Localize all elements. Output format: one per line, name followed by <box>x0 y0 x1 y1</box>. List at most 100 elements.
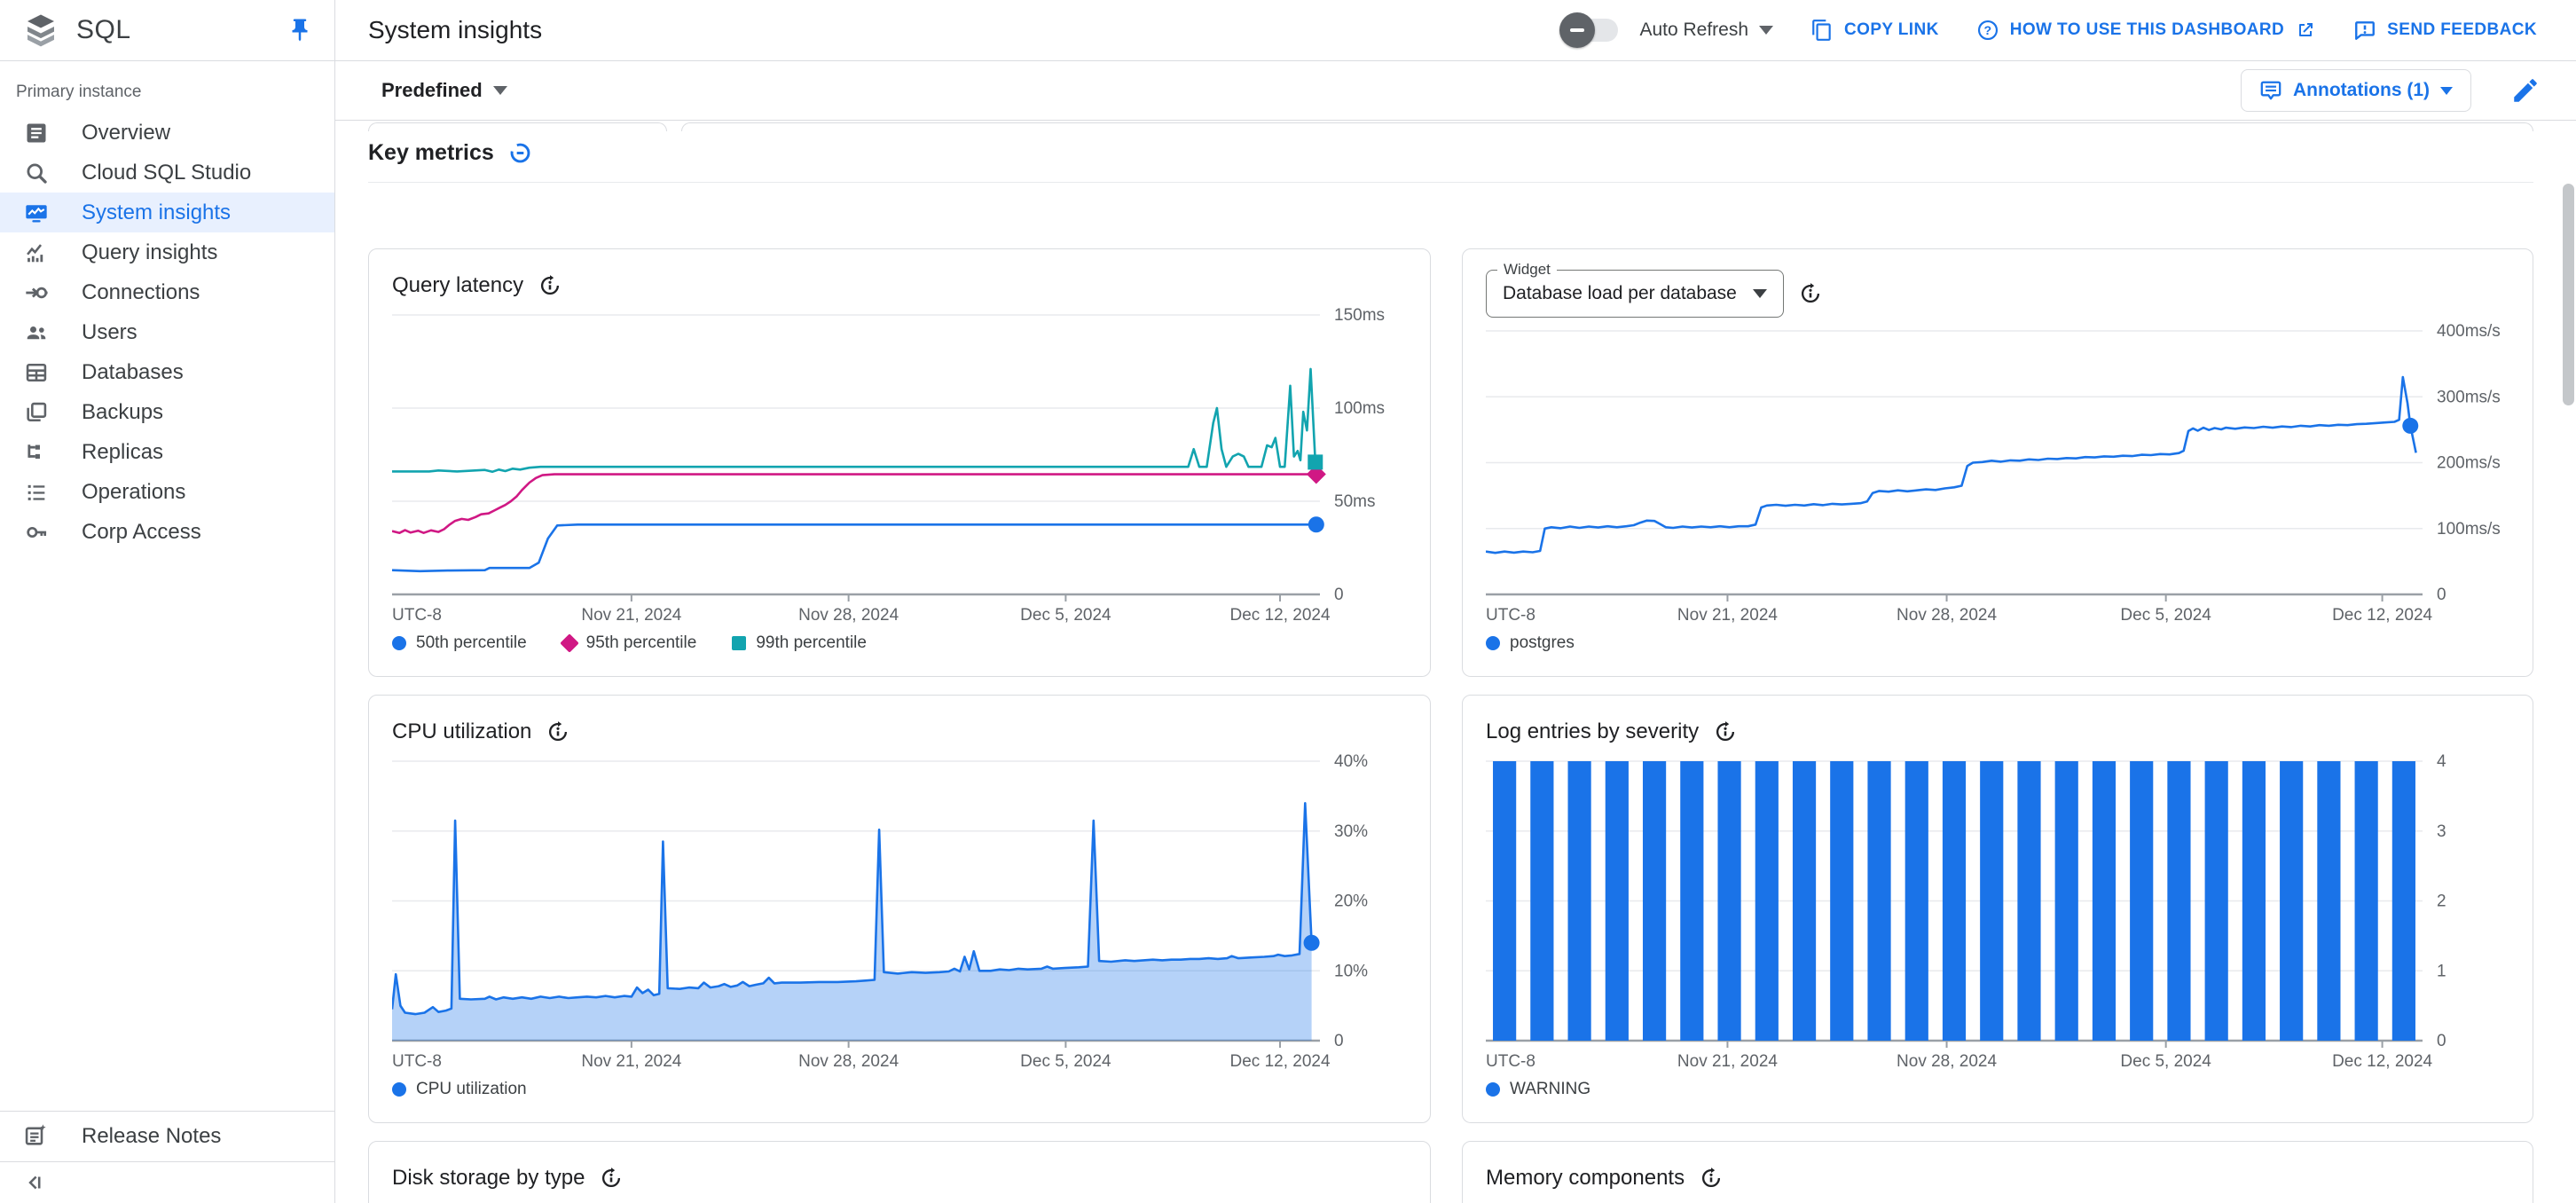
svg-text:Nov 21, 2024: Nov 21, 2024 <box>581 606 681 625</box>
sidebar-item-label: Cloud SQL Studio <box>82 160 252 185</box>
replicas-icon <box>23 439 50 466</box>
legend-item: 95th percentile <box>559 633 696 653</box>
sidebar-item-cloud-sql-studio[interactable]: Cloud SQL Studio <box>0 153 334 193</box>
feedback-icon <box>2355 21 2376 40</box>
vertical-scrollbar[interactable] <box>2561 0 2576 1203</box>
section-divider <box>368 182 2533 183</box>
sidebar-item-label: Overview <box>82 120 171 145</box>
metric-info-icon[interactable] <box>1798 281 1823 306</box>
sidebar: SQL Primary instance Overview Cloud SQL … <box>0 0 335 1203</box>
sidebar-item-label: Users <box>82 319 137 344</box>
sidebar-item-users[interactable]: Users <box>0 312 334 352</box>
cards-grid: Query latency 0 50ms 100ms 150ms Nov 21, 202… <box>368 248 2576 1203</box>
cloud-sql-logo-icon <box>27 14 54 47</box>
sidebar-item-system-insights[interactable]: System insights <box>0 193 334 232</box>
svg-text:10%: 10% <box>1334 962 1368 980</box>
svg-text:30%: 30% <box>1334 822 1368 841</box>
collapse-icon <box>28 1175 41 1190</box>
svg-text:UTC-8: UTC-8 <box>1486 1052 1535 1071</box>
sidebar-item-corp-access[interactable]: Corp Access <box>0 512 334 552</box>
metric-info-icon[interactable] <box>1699 1166 1724 1191</box>
svg-text:100ms: 100ms <box>1334 399 1385 418</box>
chart-canvas-query-latency: 0 50ms 100ms 150ms Nov 21, 2024 Nov 28, 2024 D… <box>392 306 1385 625</box>
main-area: System insights Auto Refresh COPY LINK ?… <box>335 0 2576 1203</box>
section-link-icon[interactable] <box>508 141 532 165</box>
help-icon: ? <box>1977 20 1998 41</box>
metric-info-icon[interactable] <box>538 273 562 298</box>
chart-legend: CPU utilization <box>392 1076 1407 1103</box>
pin-icon[interactable] <box>287 17 313 43</box>
page-title: System insights <box>368 16 543 43</box>
sidebar-item-replicas[interactable]: Replicas <box>0 432 334 472</box>
svg-text:400ms/s: 400ms/s <box>2437 322 2501 341</box>
card-disk-storage: Disk storage by type <box>368 1141 1431 1203</box>
svg-text:40%: 40% <box>1334 752 1368 771</box>
sidebar-footer: Release Notes <box>0 1111 334 1203</box>
sidebar-item-backups[interactable]: Backups <box>0 392 334 432</box>
sidebar-item-databases[interactable]: Databases <box>0 352 334 392</box>
auto-refresh-label: Auto Refresh <box>1639 20 1749 40</box>
svg-text:0: 0 <box>1334 586 1344 604</box>
send-feedback-label: SEND FEEDBACK <box>2387 20 2537 39</box>
sidebar-item-label: Query insights <box>82 240 218 264</box>
card-database-load: Widget Database load per database 0 100ms… <box>1462 248 2533 677</box>
scrollbar-thumb[interactable] <box>2563 184 2574 405</box>
chart-legend: 50th percentile 95th percentile 99th per… <box>392 630 1407 657</box>
sidebar-item-operations[interactable]: Operations <box>0 472 334 512</box>
sidebar-item-release-notes[interactable]: Release Notes <box>0 1112 334 1161</box>
collapse-sidebar-button[interactable] <box>0 1162 334 1203</box>
card-memory-components: Memory components <box>1462 1141 2533 1203</box>
toggle-knob <box>1559 12 1596 48</box>
chart-canvas-cpu-utilization: 0 10% 20% 30% 40% Nov 21, 2024 Nov 28, 2024 Dec… <box>392 752 1368 1071</box>
copy-link-button[interactable]: COPY LINK <box>1810 19 1939 42</box>
svg-text:Dec 5, 2024: Dec 5, 2024 <box>2120 606 2211 625</box>
svg-text:UTC-8: UTC-8 <box>392 606 442 625</box>
svg-text:Dec 5, 2024: Dec 5, 2024 <box>1020 606 1111 625</box>
svg-text:100ms/s: 100ms/s <box>2437 520 2501 539</box>
annotations-button[interactable]: Annotations (1) <box>2241 69 2471 112</box>
annotations-label: Annotations (1) <box>2293 80 2430 100</box>
release-notes-icon <box>23 1123 50 1150</box>
svg-text:300ms/s: 300ms/s <box>2437 388 2501 406</box>
chart-legend: WARNING <box>1486 1076 2509 1103</box>
metric-info-icon[interactable] <box>1713 719 1738 744</box>
chevron-down-icon <box>2440 86 2453 95</box>
svg-text:Nov 28, 2024: Nov 28, 2024 <box>798 606 899 625</box>
svg-text:3: 3 <box>2437 822 2446 841</box>
sidebar-item-label: Replicas <box>82 439 164 464</box>
chart-legend: postgres <box>1486 630 2509 657</box>
sidebar-item-overview[interactable]: Overview <box>0 113 334 153</box>
section-title: Key metrics <box>368 140 494 165</box>
page-header: System insights Auto Refresh COPY LINK ?… <box>335 0 2576 61</box>
preset-selector[interactable]: Predefined <box>381 79 507 102</box>
dashboard-toolbar: Predefined Annotations (1) <box>335 61 2576 121</box>
widget-selector[interactable]: Widget Database load per database <box>1486 261 1784 318</box>
legend-item: WARNING <box>1486 1080 1590 1099</box>
svg-text:Nov 28, 2024: Nov 28, 2024 <box>1897 1052 1997 1071</box>
external-link-icon <box>2299 23 2313 36</box>
chart-title: Memory components <box>1486 1166 1685 1190</box>
overview-icon <box>23 120 50 146</box>
svg-text:UTC-8: UTC-8 <box>392 1052 442 1071</box>
edit-pencil-icon[interactable] <box>2510 75 2541 106</box>
sidebar-item-query-insights[interactable]: Query insights <box>0 232 334 272</box>
search-icon <box>23 160 50 186</box>
auto-refresh-toggle[interactable] <box>1559 12 1619 48</box>
key-icon <box>23 519 50 546</box>
chart-title: Log entries by severity <box>1486 719 1700 743</box>
sidebar-item-connections[interactable]: Connections <box>0 272 334 312</box>
chevron-down-icon <box>1759 26 1774 35</box>
card-log-entries: Log entries by severity 0 1 2 3 4 Nov 21, 202… <box>1462 695 2533 1123</box>
metric-info-icon[interactable] <box>599 1166 624 1191</box>
legend-item: postgres <box>1486 633 1575 653</box>
auto-refresh-menu[interactable]: Auto Refresh <box>1639 20 1774 41</box>
card-cpu-utilization: CPU utilization 0 10% 20% 30% 40% Nov 21, 202… <box>368 695 1431 1123</box>
scrolled-card-edge <box>368 122 667 131</box>
svg-text:?: ? <box>1983 23 1991 37</box>
product-title: SQL <box>76 15 131 44</box>
how-to-use-dashboard-link[interactable]: ? HOW TO USE THIS DASHBOARD <box>1976 19 2316 42</box>
send-feedback-button[interactable]: SEND FEEDBACK <box>2353 19 2537 42</box>
operations-icon <box>23 479 50 506</box>
divider <box>0 1161 334 1162</box>
metric-info-icon[interactable] <box>546 719 570 744</box>
